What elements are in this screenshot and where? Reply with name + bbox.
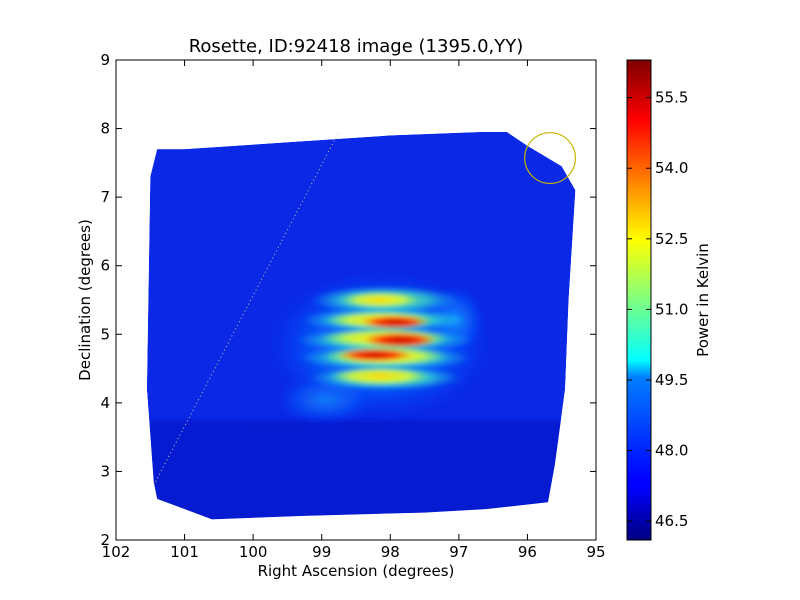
y-axis-label: Declination (degrees): [76, 219, 94, 381]
x-tick-label: 96: [518, 543, 537, 561]
emission-blob: [265, 270, 495, 425]
colorbar-tick-label: 49.5: [655, 371, 688, 389]
colorbar-tick-label: 52.5: [655, 230, 688, 248]
y-tick-label: 9: [100, 51, 110, 69]
colorbar-tick-label: 51.0: [655, 300, 688, 318]
y-tick-label: 5: [100, 325, 110, 343]
y-tick-label: 4: [100, 394, 110, 412]
heatmap-image: [146, 132, 576, 520]
colorbar-ticks: 46.5 48.0 49.5 51.0 52.5 54.0 55.5: [627, 89, 688, 530]
y-tick-label: 3: [100, 462, 110, 480]
chart-title: Rosette, ID:92418 image (1395.0,YY): [189, 36, 524, 57]
colorbar-tick-label: 48.0: [655, 442, 688, 460]
y-tick-label: 7: [100, 188, 110, 206]
dotted-line: [153, 131, 340, 486]
x-tick-label: 100: [239, 543, 268, 561]
x-tick-label: 99: [312, 543, 331, 561]
y-axis-ticks: 2 3 4 5 6 7 8 9: [100, 51, 596, 549]
colorbar-tick-label: 54.0: [655, 159, 688, 177]
x-tick-label: 97: [449, 543, 468, 561]
darker-lower-band: [150, 420, 576, 520]
y-tick-label: 2: [100, 531, 110, 549]
x-tick-label: 101: [170, 543, 199, 561]
y-tick-label: 6: [100, 257, 110, 275]
colorbar-tick-label: 46.5: [655, 512, 688, 530]
x-tick-label: 95: [586, 543, 605, 561]
colorbar-label: Power in Kelvin: [694, 243, 712, 357]
colorbar: [626, 59, 652, 541]
x-tick-label: 102: [102, 543, 131, 561]
x-axis-ticks: 102 101 100 99 98 97 96 95: [102, 60, 606, 561]
x-tick-label: 98: [381, 543, 400, 561]
circle-marker: [524, 132, 577, 185]
x-axis-label: Right Ascension (degrees): [258, 562, 455, 580]
axes-frame: [115, 59, 597, 541]
y-tick-label: 8: [100, 120, 110, 138]
colorbar-tick-label: 55.5: [655, 89, 688, 107]
